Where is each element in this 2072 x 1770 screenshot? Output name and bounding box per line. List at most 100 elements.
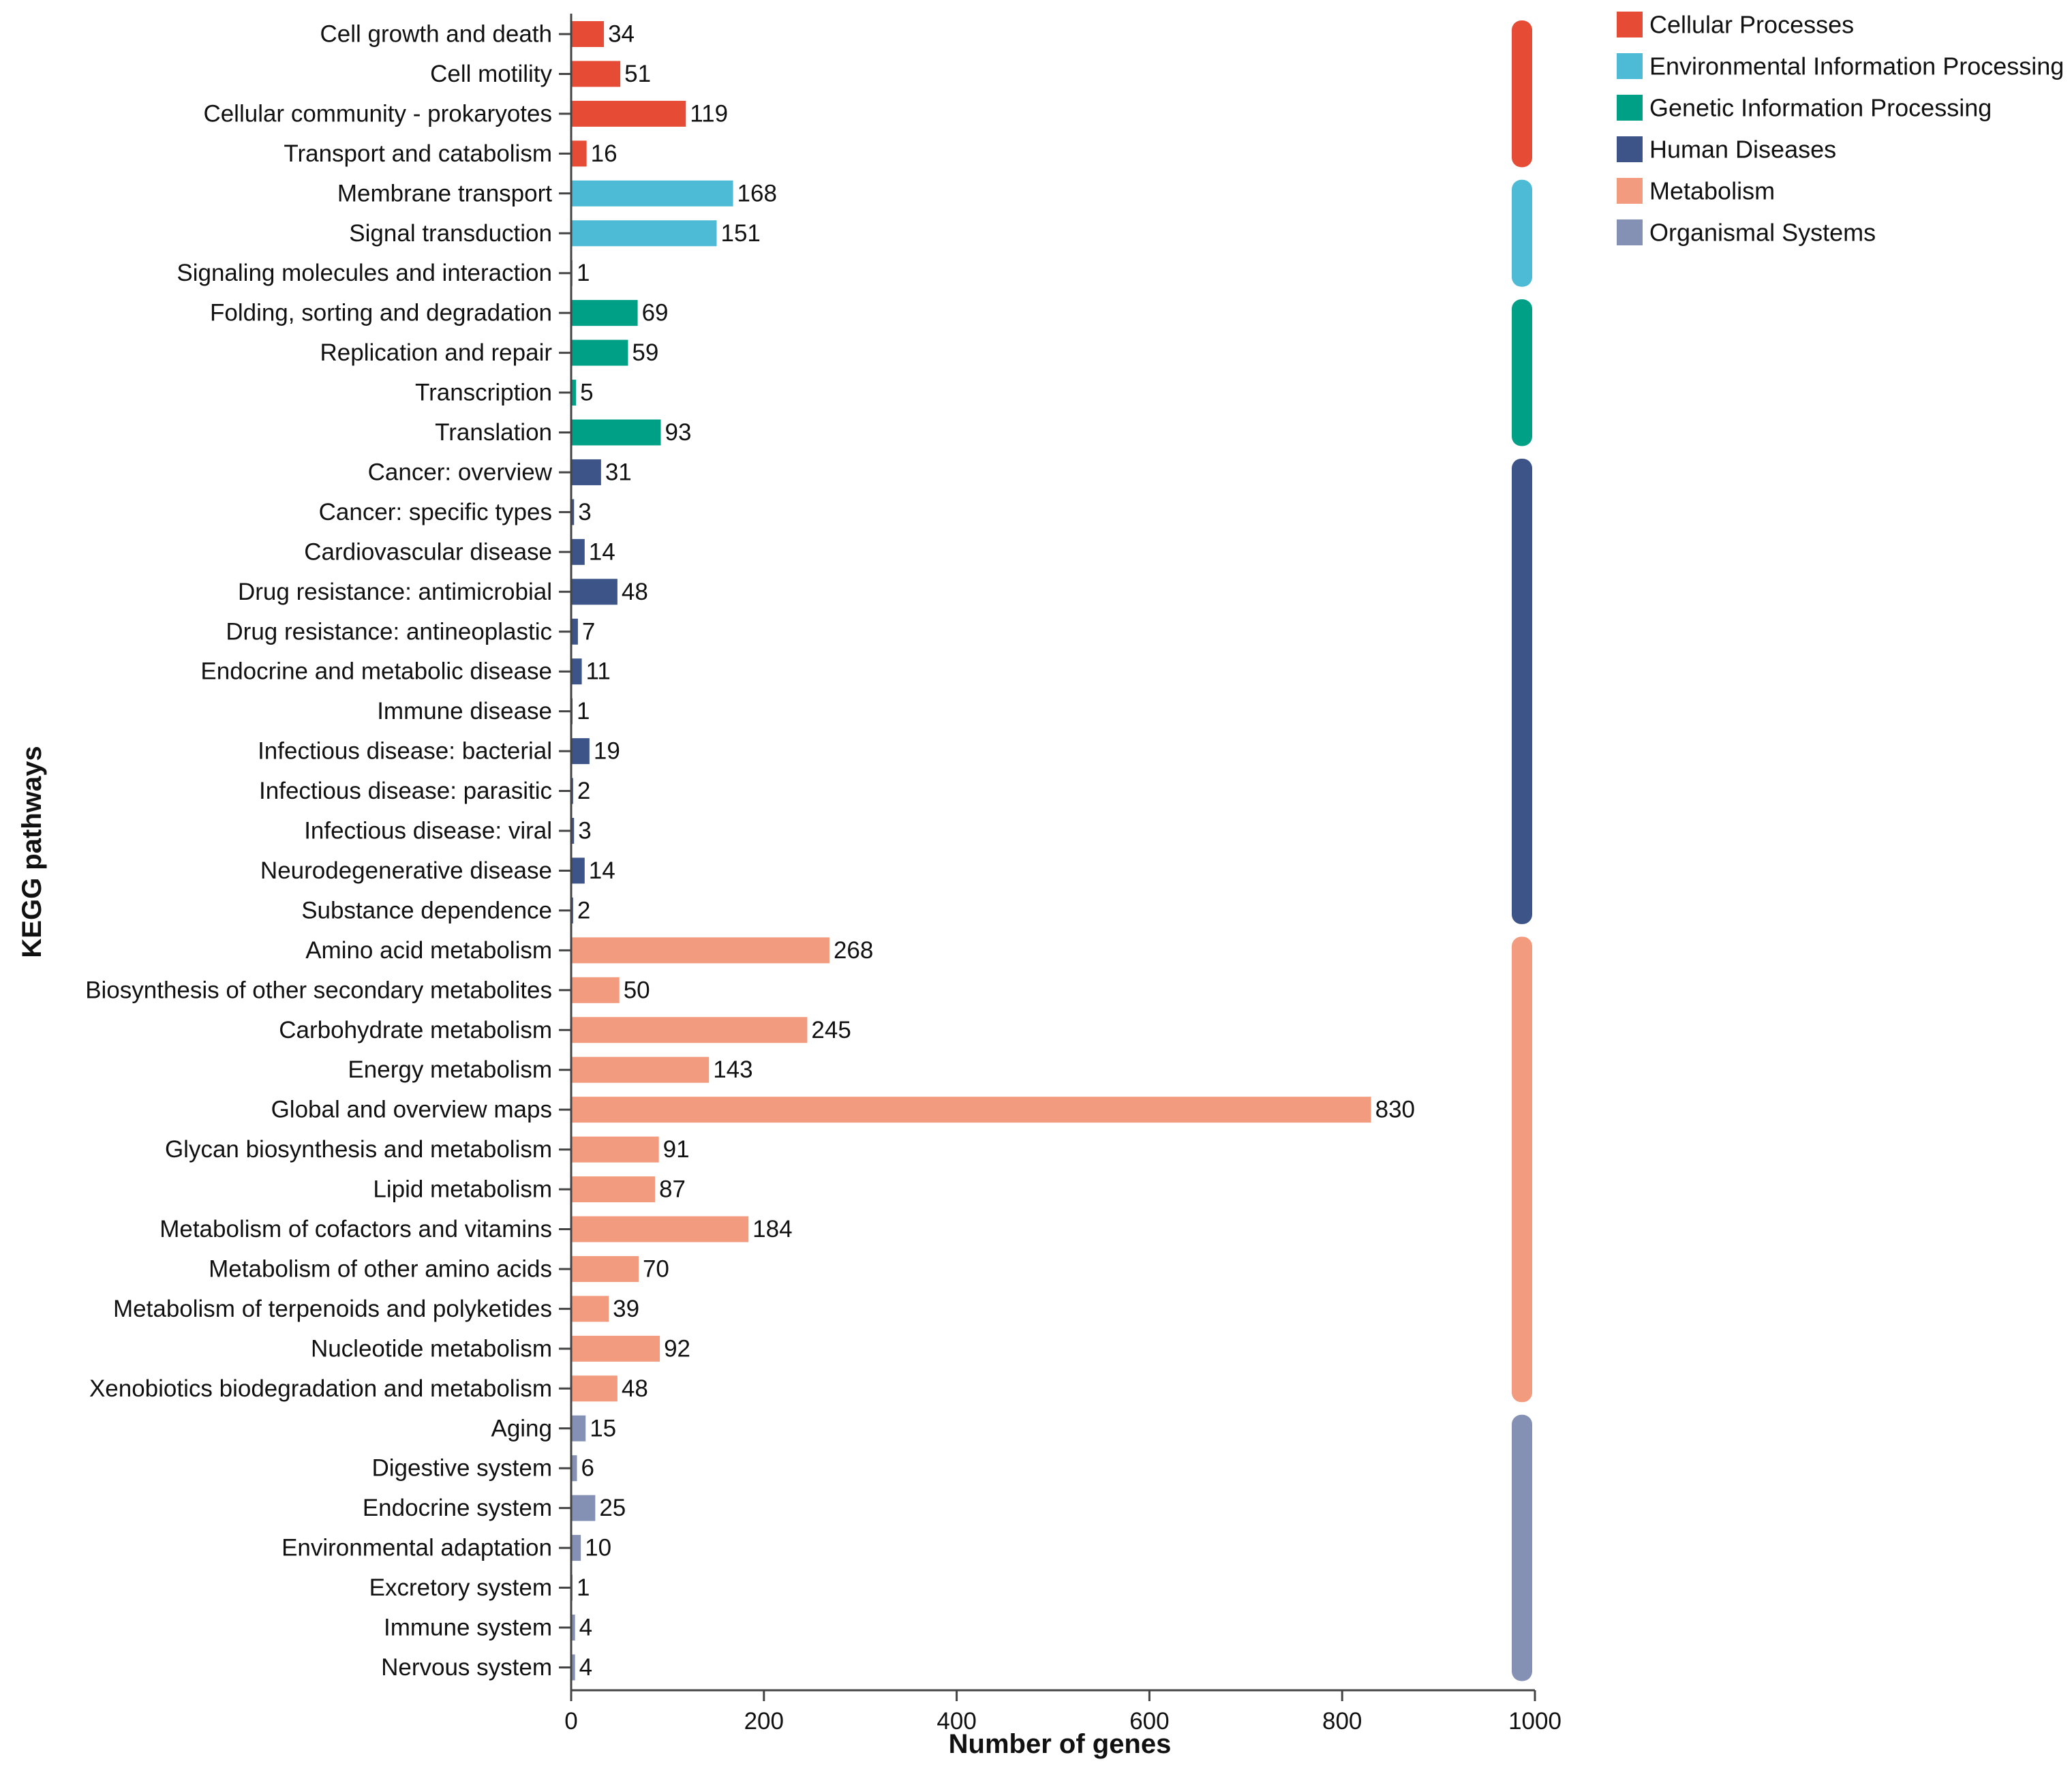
group-indicator-bar (1512, 20, 1532, 168)
legend-label: Cellular Processes (1649, 11, 1854, 39)
category-label: Cell growth and death (320, 21, 553, 48)
legend-label: Metabolism (1649, 177, 1775, 205)
category-label: Infectious disease: viral (304, 818, 552, 844)
category-label: Environmental adaptation (281, 1535, 552, 1561)
value-label: 92 (664, 1335, 690, 1362)
bar (571, 579, 618, 605)
bar (571, 618, 578, 645)
category-label: Drug resistance: antimicrobial (238, 579, 552, 605)
value-label: 25 (599, 1495, 626, 1521)
value-label: 268 (834, 937, 873, 964)
category-label: Membrane transport (337, 180, 552, 207)
value-label: 91 (663, 1136, 690, 1163)
category-label: Energy metabolism (348, 1056, 552, 1083)
category-label: Transport and catabolism (284, 140, 552, 167)
value-label: 7 (582, 618, 595, 645)
value-label: 39 (613, 1296, 639, 1322)
category-label: Signal transduction (349, 220, 552, 247)
y-axis-title: KEGG pathways (17, 746, 47, 958)
category-label: Drug resistance: antineoplastic (226, 618, 552, 645)
bar (571, 1296, 609, 1322)
axes (570, 14, 1535, 1692)
value-label: 14 (589, 538, 615, 565)
category-label: Glycan biosynthesis and metabolism (165, 1136, 552, 1163)
category-label: Cell motility (430, 61, 552, 87)
value-label: 2 (577, 778, 590, 804)
value-label: 119 (690, 100, 728, 127)
category-label: Cellular community - prokaryotes (203, 100, 552, 127)
bar (571, 977, 620, 1003)
x-axis-title: Number of genes (949, 1729, 1172, 1759)
category-label: Aging (491, 1415, 552, 1441)
category-label: Nervous system (381, 1654, 552, 1681)
category-label: Transcription (415, 380, 552, 406)
category-label: Neurodegenerative disease (260, 857, 552, 884)
category-label: Metabolism of other amino acids (209, 1255, 552, 1282)
bar (571, 21, 605, 47)
bar (571, 220, 717, 247)
category-label: Amino acid metabolism (305, 937, 552, 964)
category-label: Excretory system (369, 1574, 552, 1601)
value-label: 14 (589, 857, 615, 884)
category-label: Infectious disease: parasitic (259, 778, 552, 804)
category-label: Substance dependence (301, 897, 552, 924)
bars (571, 21, 1371, 1681)
bar (571, 1335, 660, 1362)
bar (571, 1654, 575, 1681)
category-label: Immune system (384, 1615, 552, 1641)
group-indicator-bar (1512, 458, 1532, 924)
bar (571, 180, 733, 207)
category-label: Immune disease (377, 698, 552, 724)
group-indicator-bar (1512, 299, 1532, 446)
value-label: 1 (577, 260, 590, 286)
value-label: 48 (622, 1375, 648, 1402)
legend-label: Organismal Systems (1649, 219, 1876, 247)
legend-swatch (1617, 95, 1643, 121)
bar (571, 1535, 581, 1561)
bar (571, 1176, 656, 1203)
group-indicator-bar (1512, 936, 1532, 1403)
category-label: Carbohydrate metabolism (279, 1017, 552, 1043)
value-label: 3 (578, 499, 591, 525)
value-label: 16 (591, 140, 618, 167)
category-label: Infectious disease: bacterial (258, 738, 552, 765)
x-ticks: 0 200 400 600 800 1000 (564, 1690, 1561, 1735)
value-label: 70 (643, 1255, 669, 1282)
category-label: Metabolism of cofactors and vitamins (159, 1216, 552, 1242)
value-labels: 3451119161681511695959331314487111192314… (577, 21, 1415, 1681)
value-label: 5 (580, 380, 593, 406)
category-label: Translation (435, 419, 552, 446)
bar (571, 937, 829, 964)
category-label: Endocrine and metabolic disease (200, 658, 552, 685)
legend-swatch (1617, 178, 1643, 204)
bar (571, 459, 601, 485)
bar (571, 1375, 618, 1402)
value-label: 168 (737, 180, 777, 207)
bar (571, 380, 577, 406)
category-label: Metabolism of terpenoids and polyketides (113, 1296, 552, 1322)
bar (571, 857, 585, 884)
x-tick-label: 0 (564, 1708, 577, 1735)
category-label: Cancer: specific types (319, 499, 552, 525)
value-label: 51 (624, 61, 651, 87)
bar (571, 1216, 749, 1242)
bar (571, 499, 575, 525)
value-label: 1 (577, 1574, 590, 1601)
x-tick-label: 800 (1322, 1708, 1362, 1735)
value-label: 6 (581, 1455, 594, 1482)
bar (571, 339, 628, 366)
value-label: 11 (586, 658, 611, 685)
bar (571, 1255, 639, 1282)
group-indicator-bar (1512, 1414, 1532, 1681)
value-label: 1 (577, 698, 590, 724)
bar (571, 1136, 659, 1163)
value-label: 10 (585, 1535, 611, 1561)
legend-label: Environmental Information Processing (1649, 52, 2064, 80)
legend-label: Genetic Information Processing (1649, 94, 1992, 122)
bar (571, 300, 638, 326)
category-label: Lipid metabolism (373, 1176, 552, 1203)
legend-swatch (1617, 219, 1643, 245)
category-label: Replication and repair (320, 339, 553, 366)
value-label: 69 (642, 300, 669, 326)
